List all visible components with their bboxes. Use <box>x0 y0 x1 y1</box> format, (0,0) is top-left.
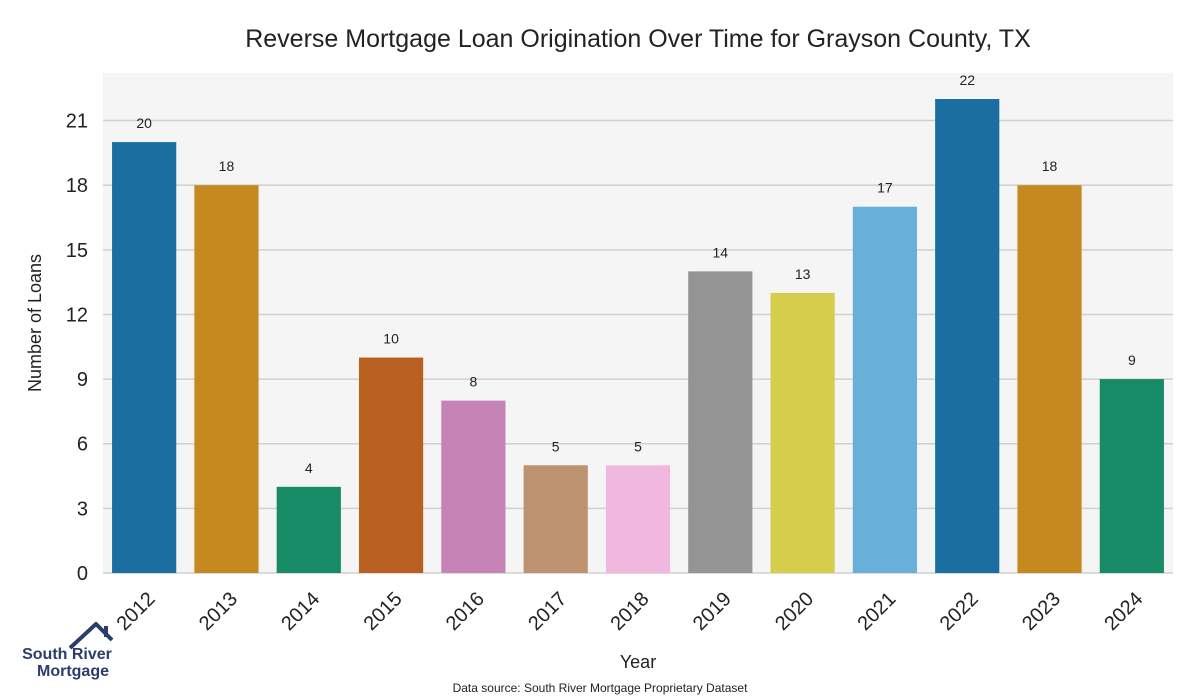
x-tick-label: 2016 <box>442 588 489 635</box>
x-tick-label: 2014 <box>277 588 324 635</box>
bar-value-label: 9 <box>1128 352 1136 368</box>
bar <box>605 465 671 573</box>
y-tick-label: 3 <box>77 498 88 520</box>
x-tick-label: 2012 <box>113 588 160 635</box>
bar-value-label: 5 <box>634 438 642 454</box>
bar <box>112 142 177 573</box>
house-chimney-icon <box>104 626 108 637</box>
x-tick-label: 2024 <box>1100 588 1147 635</box>
bar-value-label: 13 <box>795 266 811 282</box>
bar-value-label: 18 <box>1042 158 1058 174</box>
x-tick-label: 2018 <box>607 588 654 635</box>
x-tick-label: 2013 <box>195 588 242 635</box>
bar-value-label: 22 <box>959 72 975 88</box>
y-tick-label: 12 <box>66 304 88 326</box>
y-tick-label: 9 <box>77 369 88 391</box>
bar-value-label: 17 <box>877 180 893 196</box>
logo-line-2: Mortgage <box>37 663 109 680</box>
x-axis-ticks: 2012 2013 2014 2015 2016 2017 2018 2019 2020 2021… <box>113 588 1148 635</box>
x-axis-label: Year <box>620 652 656 672</box>
bar <box>523 465 588 573</box>
x-tick-label: 2023 <box>1018 588 1065 635</box>
x-tick-label: 2019 <box>689 588 736 635</box>
data-labels: 20 18 4 10 8 5 5 14 13 17 22 18 9 <box>136 72 1136 476</box>
y-axis-label: Number of Loans <box>25 254 45 392</box>
x-tick-label: 2021 <box>853 588 900 635</box>
bar <box>441 400 506 573</box>
bar-value-label: 4 <box>305 460 313 476</box>
bar <box>935 99 1000 573</box>
bar <box>194 185 259 573</box>
y-tick-label: 18 <box>66 175 88 197</box>
y-axis-ticks: 0 3 6 9 12 15 18 21 <box>66 111 88 585</box>
logo-line-1: South River <box>22 646 112 663</box>
x-tick-label: 2020 <box>771 588 818 635</box>
x-tick-label: 2022 <box>936 588 983 635</box>
bar <box>688 271 753 573</box>
bar <box>1017 185 1082 573</box>
bar <box>770 292 835 573</box>
x-tick-label: 2015 <box>360 588 407 635</box>
data-source-note: Data source: South River Mortgage Propri… <box>453 681 748 695</box>
y-tick-label: 6 <box>77 434 88 456</box>
bar <box>852 206 918 573</box>
bar-value-label: 5 <box>552 438 560 454</box>
bar <box>1099 379 1164 573</box>
y-tick-label: 0 <box>77 563 88 585</box>
bar-value-label: 8 <box>469 374 477 390</box>
y-tick-label: 15 <box>66 240 88 262</box>
bar-value-label: 10 <box>383 331 399 347</box>
bar-value-label: 18 <box>219 158 235 174</box>
bar <box>276 486 341 573</box>
chart-title: Reverse Mortgage Loan Origination Over T… <box>245 25 1031 53</box>
bar-value-label: 20 <box>136 115 152 131</box>
bar <box>358 357 424 573</box>
x-tick-label: 2017 <box>524 588 571 635</box>
company-logo: South River Mortgage <box>22 622 114 680</box>
bars <box>112 99 1164 573</box>
bar-value-label: 14 <box>713 244 729 260</box>
y-tick-label: 21 <box>66 111 88 133</box>
